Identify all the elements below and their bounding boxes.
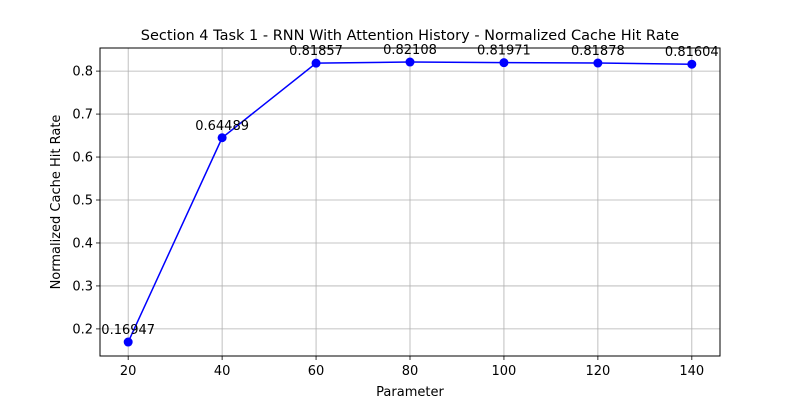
- data-label: 0.81857: [289, 44, 343, 59]
- label-layer: 0.16947 0.64489 0.81857 0.82108 0.81971 0.818…: [101, 43, 718, 338]
- x-tick-label: 80: [402, 364, 419, 379]
- data-point-marker: [405, 57, 415, 67]
- data-label: 0.81878: [571, 44, 625, 59]
- data-label: 0.81971: [477, 44, 531, 59]
- y-tick-label: 0.4: [72, 236, 93, 251]
- y-tick-label: 0.8: [72, 65, 93, 80]
- data-point-marker: [593, 58, 603, 68]
- x-tick-label: 140: [679, 364, 704, 379]
- x-tick-label: 40: [214, 364, 231, 379]
- data-label: 0.16947: [101, 323, 155, 338]
- data-point-marker: [687, 59, 697, 69]
- x-axis-label: Parameter: [376, 385, 444, 400]
- data-point-marker: [311, 58, 321, 68]
- data-label: 0.64489: [195, 119, 249, 134]
- data-label: 0.81604: [665, 45, 719, 60]
- y-tick-label: 0.5: [72, 194, 93, 209]
- y-tick-label: 0.2: [72, 322, 93, 337]
- x-tick-label: 20: [120, 364, 137, 379]
- data-point-marker: [123, 337, 133, 347]
- x-tick-label: 120: [585, 364, 610, 379]
- data-point-marker: [499, 58, 509, 68]
- y-tick-label: 0.7: [72, 108, 93, 123]
- y-tick-label: 0.6: [72, 151, 93, 166]
- data-point-marker: [217, 133, 227, 143]
- y-axis-label: Normalized Cache Hit Rate: [49, 115, 64, 290]
- y-tick-label: 0.3: [72, 279, 93, 294]
- x-tick-label: 100: [492, 364, 517, 379]
- grid-layer: [100, 48, 720, 356]
- series-layer: [123, 57, 697, 347]
- x-tick-label: 60: [308, 364, 325, 379]
- chart-title: Section 4 Task 1 - RNN With Attention Hi…: [141, 28, 679, 44]
- tick-layer: 20 40 60 80 100 120 140 0.2 0.3 0.4 0.5 0.6 0.7 0.8: [72, 65, 704, 379]
- data-label: 0.82108: [383, 43, 437, 58]
